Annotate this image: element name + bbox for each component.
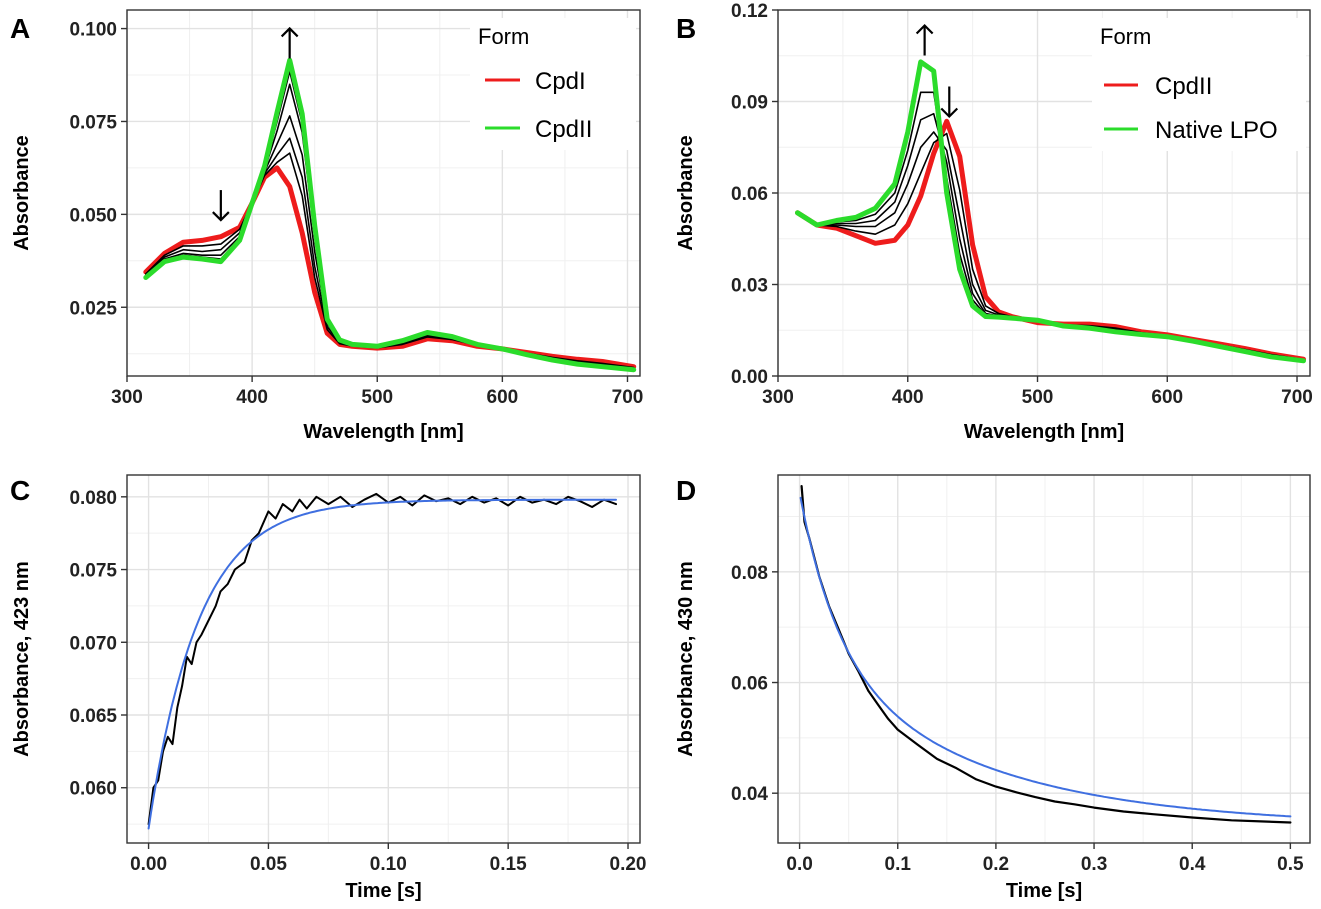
y-tick-label: 0.070 [69, 633, 117, 654]
x-tick-label: 0.10 [370, 854, 407, 875]
panel-letter: A [10, 13, 30, 44]
legend-label: CpdI [535, 68, 586, 95]
y-tick-label: 0.04 [731, 784, 768, 805]
x-tick-label: 500 [361, 387, 393, 408]
x-axis-label: Wavelength [nm] [303, 421, 463, 443]
y-tick-label: 0.08 [731, 563, 768, 584]
y-tick-label: 0.100 [69, 20, 117, 41]
x-tick-label: 600 [487, 387, 519, 408]
arrow-up-icon [915, 23, 934, 56]
x-tick-label: 700 [612, 387, 644, 408]
y-tick-label: 0.080 [69, 488, 117, 509]
major-grid [127, 475, 640, 843]
fit-curve [799, 496, 1292, 818]
plot-background [778, 475, 1310, 843]
x-axis-label: Time [s] [345, 880, 421, 902]
major-grid [778, 475, 1310, 843]
panel-b: 300 400 500 600 700 0.00 0.03 0.06 0.09 0.12 FormC… [675, 1, 1313, 443]
y-tick-label: 0.065 [69, 706, 117, 727]
y-tick-label: 0.060 [69, 779, 117, 800]
x-tick-label: 0.20 [610, 854, 647, 875]
x-tick-label: 0.05 [250, 854, 287, 875]
y-tick-label: 0.09 [731, 93, 768, 114]
arrow-down-icon [940, 86, 959, 119]
x-axis-label: Wavelength [nm] [964, 421, 1124, 443]
plot-border [126, 9, 641, 377]
x-tick-label: 0.2 [983, 854, 1009, 875]
y-axis-label: Absorbance, 423 nm [11, 561, 33, 757]
minor-grid [778, 475, 1310, 843]
x-tick-label: 300 [762, 387, 794, 408]
x-tick-label: 600 [1151, 387, 1183, 408]
x-tick-label: 0.5 [1277, 854, 1304, 875]
y-axis-label: Absorbance [675, 135, 697, 251]
plot-area [143, 57, 637, 373]
plot-area [799, 485, 1292, 824]
series-cpdii [143, 57, 637, 373]
panel-d: 0.0 0.1 0.2 0.3 0.4 0.5 0.04 0.06 0.08 Time [s] Ab… [675, 474, 1311, 902]
x-tick-label: 300 [111, 387, 143, 408]
minor-grid [127, 475, 640, 843]
x-tick-label: 0.15 [490, 854, 527, 875]
y-tick-label: 0.025 [69, 298, 117, 319]
x-tick-label: 700 [1281, 387, 1313, 408]
panel-c: 0.00 0.05 0.10 0.15 0.20 0.060 0.065 0.070 0.075… [10, 474, 647, 902]
legend-label: CpdII [1155, 73, 1212, 100]
x-tick-label: 0.4 [1179, 854, 1206, 875]
x-tick-label: 400 [236, 387, 268, 408]
y-tick-label: 0.06 [731, 674, 768, 695]
x-axis-label: Time [s] [1006, 880, 1082, 902]
fit-curve [147, 498, 617, 830]
y-axis-label: Absorbance [11, 135, 33, 251]
y-tick-label: 0.00 [731, 367, 768, 388]
series-native-lpo [795, 59, 1306, 364]
legend-title: Form [478, 24, 529, 49]
y-tick-label: 0.03 [731, 276, 768, 297]
series-trace [147, 492, 617, 826]
y-tick-label: 0.075 [69, 112, 117, 133]
x-tick-label: 400 [892, 387, 924, 408]
x-tick-label: 500 [1022, 387, 1054, 408]
x-tick-label: 0.3 [1081, 854, 1107, 875]
plot-border [777, 9, 1311, 377]
arrow-down-icon [212, 190, 230, 222]
y-tick-label: 0.075 [69, 561, 117, 582]
plot-background [127, 475, 640, 843]
plot-area [147, 492, 617, 830]
panel-letter: C [10, 475, 30, 506]
y-tick-label: 0.12 [731, 1, 768, 22]
y-tick-label: 0.06 [731, 184, 768, 205]
plot-area [795, 59, 1306, 364]
panel-letter: B [676, 13, 696, 44]
legend-label: CpdII [535, 116, 592, 143]
arrow-up-icon [280, 26, 299, 59]
y-tick-label: 0.050 [69, 205, 117, 226]
panel-letter: D [676, 475, 696, 506]
y-axis-label: Absorbance, 430 nm [675, 561, 697, 757]
plot-border [777, 474, 1311, 844]
legend-title: Form [1100, 24, 1151, 49]
x-tick-label: 0.1 [885, 854, 912, 875]
plot-border [126, 474, 641, 844]
x-tick-label: 0.00 [130, 854, 167, 875]
x-tick-label: 0.0 [786, 854, 812, 875]
legend-label: Native LPO [1155, 117, 1278, 144]
